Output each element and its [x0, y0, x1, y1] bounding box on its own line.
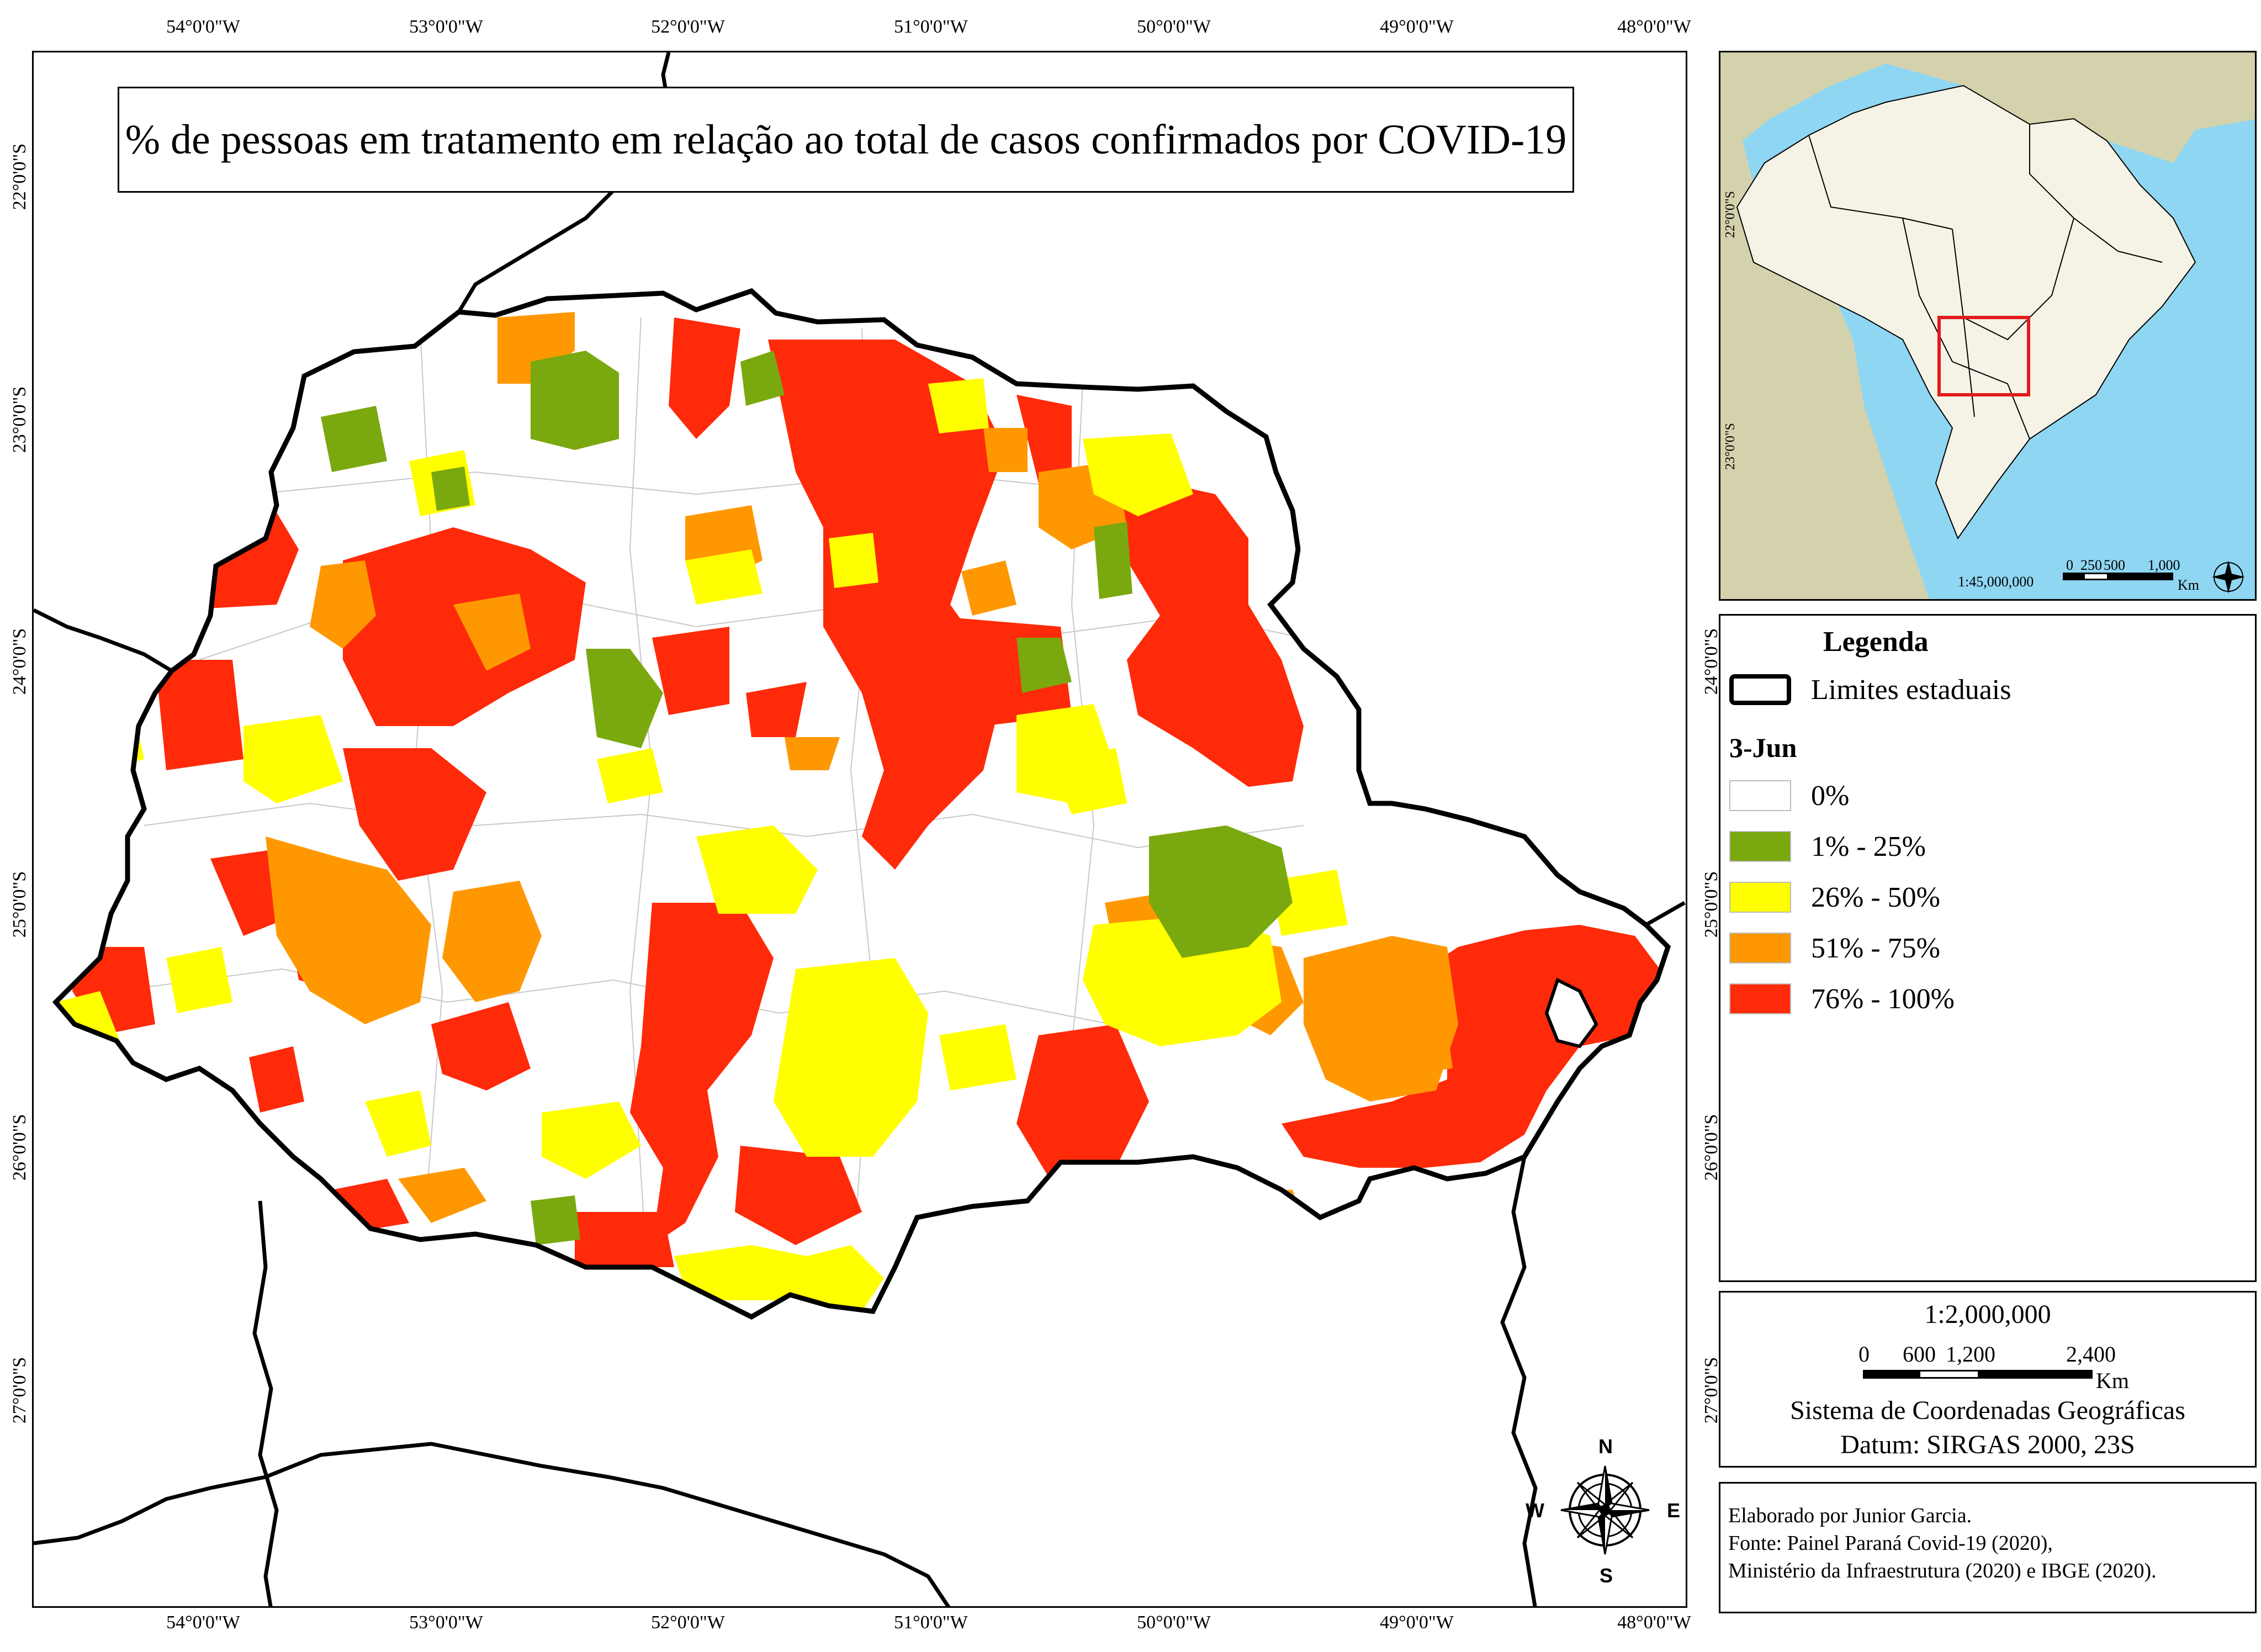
inset-scale-tick: 0 [2066, 557, 2073, 573]
longitude-tick-bottom: 49°0'0"W [1380, 1612, 1454, 1633]
scale-tick: 0 [1858, 1342, 1870, 1367]
inset-scale-tick: 1,000 [2148, 557, 2180, 573]
inset-scale-bar [2063, 573, 2173, 580]
compass-east-label: E [1667, 1499, 1681, 1522]
longitude-tick-bottom: 53°0'0"W [409, 1612, 483, 1633]
inset-south-america [1720, 52, 2255, 599]
scale-datum: Datum: SIRGAS 2000, 23S [1840, 1430, 2135, 1459]
latitude-tick-left: 24°0'0"S [9, 628, 30, 695]
latitude-tick-left: 25°0'0"S [9, 871, 30, 938]
scale-tick: 600 [1903, 1342, 1936, 1367]
credit-line: Fonte: Painel Paraná Covid-19 (2020), [1728, 1532, 2053, 1555]
longitude-tick-top: 53°0'0"W [409, 17, 483, 37]
legend-class-label: 0% [1811, 780, 1850, 812]
inset-highlight-box [1937, 316, 2030, 396]
inset-scale-ratio: 1:45,000,000 [1958, 574, 2034, 590]
latitude-tick-left: 22°0'0"S [9, 143, 30, 210]
latitude-tick-left: 23°0'0"S [9, 386, 30, 453]
legend-swatch-0 [1729, 780, 1791, 811]
inset-svg [1720, 52, 2255, 599]
legend-panel: Legenda Limites estaduais 3-Jun 0% 1% - … [1719, 614, 2257, 1282]
legend-class-row: 1% - 25% [1729, 827, 1926, 866]
credits-panel: Elaborado por Junior Garcia. Fonte: Pain… [1719, 1482, 2257, 1613]
legend-swatch-3 [1729, 933, 1791, 963]
class-1-25 [321, 351, 1293, 1256]
legend-swatch-2 [1729, 882, 1791, 913]
compass-west-label: W [1526, 1499, 1544, 1522]
legend-date-label: 3-Jun [1729, 732, 1797, 763]
legend-class-row: 26% - 50% [1729, 877, 1940, 917]
neighbouring-boundaries [34, 52, 1686, 1606]
longitude-tick-top: 49°0'0"W [1380, 17, 1454, 37]
legend-class-label: 1% - 25% [1811, 830, 1926, 862]
scale-unit: Km [2096, 1368, 2129, 1393]
inset-brazil [1736, 84, 2196, 540]
legend-swatch-4 [1729, 983, 1791, 1014]
inset-state-lines [1808, 124, 2163, 440]
state-limits-label: Limites estaduais [1811, 674, 2011, 706]
scale-tick: 2,400 [2066, 1342, 2116, 1367]
longitude-tick-top: 48°0'0"W [1617, 17, 1691, 37]
longitude-tick-bottom: 52°0'0"W [651, 1612, 725, 1633]
legend-state-limits: Limites estaduais [1729, 670, 2011, 709]
scale-crs: Sistema de Coordenadas Geográficas [1790, 1396, 2185, 1425]
legend-class-row: 0% [1729, 776, 1849, 816]
state-limits-swatch [1729, 674, 1791, 705]
compass-rose [1560, 1465, 1650, 1555]
inset-scale-tick: 250 [2080, 557, 2102, 573]
credit-line: Ministério da Infraestrutura (2020) e IB… [1728, 1559, 2157, 1582]
longitude-tick-bottom: 50°0'0"W [1137, 1612, 1211, 1633]
longitude-tick-top: 50°0'0"W [1137, 17, 1211, 37]
longitude-tick-bottom: 54°0'0"W [166, 1612, 240, 1633]
class-76-100 [72, 317, 1668, 1267]
inset-scale-unit: Km [2178, 577, 2199, 593]
main-map-frame: % de pessoas em tratamento em relação ao… [32, 51, 1687, 1608]
inset-north-arrow [2212, 560, 2245, 594]
scale-ratio: 1:2,000,000 [1924, 1300, 2051, 1329]
legend-class-label: 51% - 75% [1811, 932, 1940, 964]
inset-scale-tick: 500 [2104, 557, 2125, 573]
latitude-tick-left: 26°0'0"S [9, 1114, 30, 1181]
longitude-tick-top: 51°0'0"W [894, 17, 968, 37]
legend-class-row: 76% - 100% [1729, 979, 1955, 1019]
compass-south-label: S [1600, 1564, 1613, 1587]
scale-bar [1863, 1370, 2093, 1379]
parana-map [34, 52, 1686, 1606]
legend-class-label: 76% - 100% [1811, 983, 1955, 1015]
inset-latitude-tick: 23°0'0"S [1723, 422, 1738, 470]
longitude-tick-top: 52°0'0"W [651, 17, 725, 37]
legend-title: Legenda [1823, 626, 1929, 658]
inset-map: 22°0'0"S 23°0'0"S 1:45,000,000 0 250 500… [1719, 51, 2257, 601]
class-26-50 [56, 378, 1348, 1311]
scale-tick: 1,200 [1946, 1342, 1995, 1367]
scale-panel: 1:2,000,000 0 600 1,200 2,400 Km Sistema… [1719, 1291, 2257, 1468]
legend-class-row: 51% - 75% [1729, 928, 1940, 968]
longitude-tick-bottom: 48°0'0"W [1617, 1612, 1691, 1633]
choropleth-layer [56, 312, 1668, 1311]
coastal-bay [1544, 977, 1598, 1049]
compass-north-label: N [1598, 1435, 1613, 1458]
inset-latitude-tick: 22°0'0"S [1723, 190, 1738, 239]
latitude-tick-left: 27°0'0"S [9, 1357, 30, 1424]
longitude-tick-bottom: 51°0'0"W [894, 1612, 968, 1633]
credit-line: Elaborado por Junior Garcia. [1728, 1504, 1972, 1527]
legend-swatch-1 [1729, 831, 1791, 862]
legend-class-label: 26% - 50% [1811, 881, 1940, 913]
map-title: % de pessoas em tratamento em relação ao… [118, 87, 1574, 193]
longitude-tick-top: 54°0'0"W [166, 17, 240, 37]
